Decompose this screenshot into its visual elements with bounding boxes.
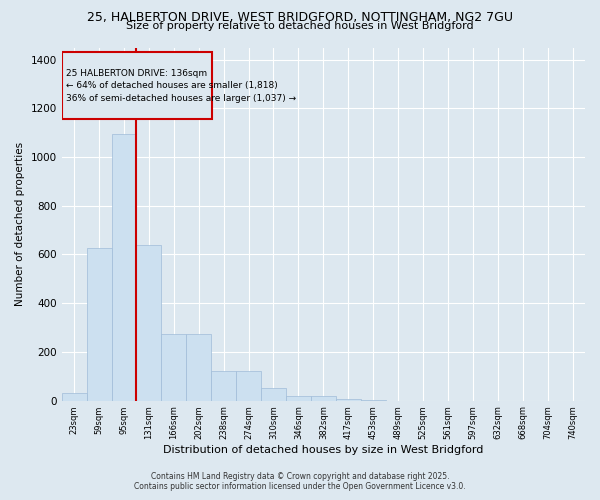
Bar [86, 248, 112, 400]
Text: 25, HALBERTON DRIVE, WEST BRIDGFORD, NOTTINGHAM, NG2 7GU: 25, HALBERTON DRIVE, WEST BRIDGFORD, NOT… [87, 11, 513, 24]
Bar [311, 396, 336, 400]
Bar [261, 388, 286, 400]
Bar [236, 372, 261, 400]
Bar [62, 394, 86, 400]
Text: Size of property relative to detached houses in West Bridgford: Size of property relative to detached ho… [126, 21, 474, 31]
Text: 25 HALBERTON DRIVE: 136sqm
← 64% of detached houses are smaller (1,818)
36% of s: 25 HALBERTON DRIVE: 136sqm ← 64% of deta… [66, 69, 296, 103]
Bar [161, 334, 186, 400]
Bar [112, 134, 136, 400]
Y-axis label: Number of detached properties: Number of detached properties [15, 142, 25, 306]
X-axis label: Distribution of detached houses by size in West Bridgford: Distribution of detached houses by size … [163, 445, 484, 455]
Text: Contains HM Land Registry data © Crown copyright and database right 2025.
Contai: Contains HM Land Registry data © Crown c… [134, 472, 466, 491]
Bar [136, 244, 161, 400]
Bar [286, 396, 311, 400]
Bar [62, 52, 212, 120]
Bar [186, 334, 211, 400]
Bar [211, 372, 236, 400]
